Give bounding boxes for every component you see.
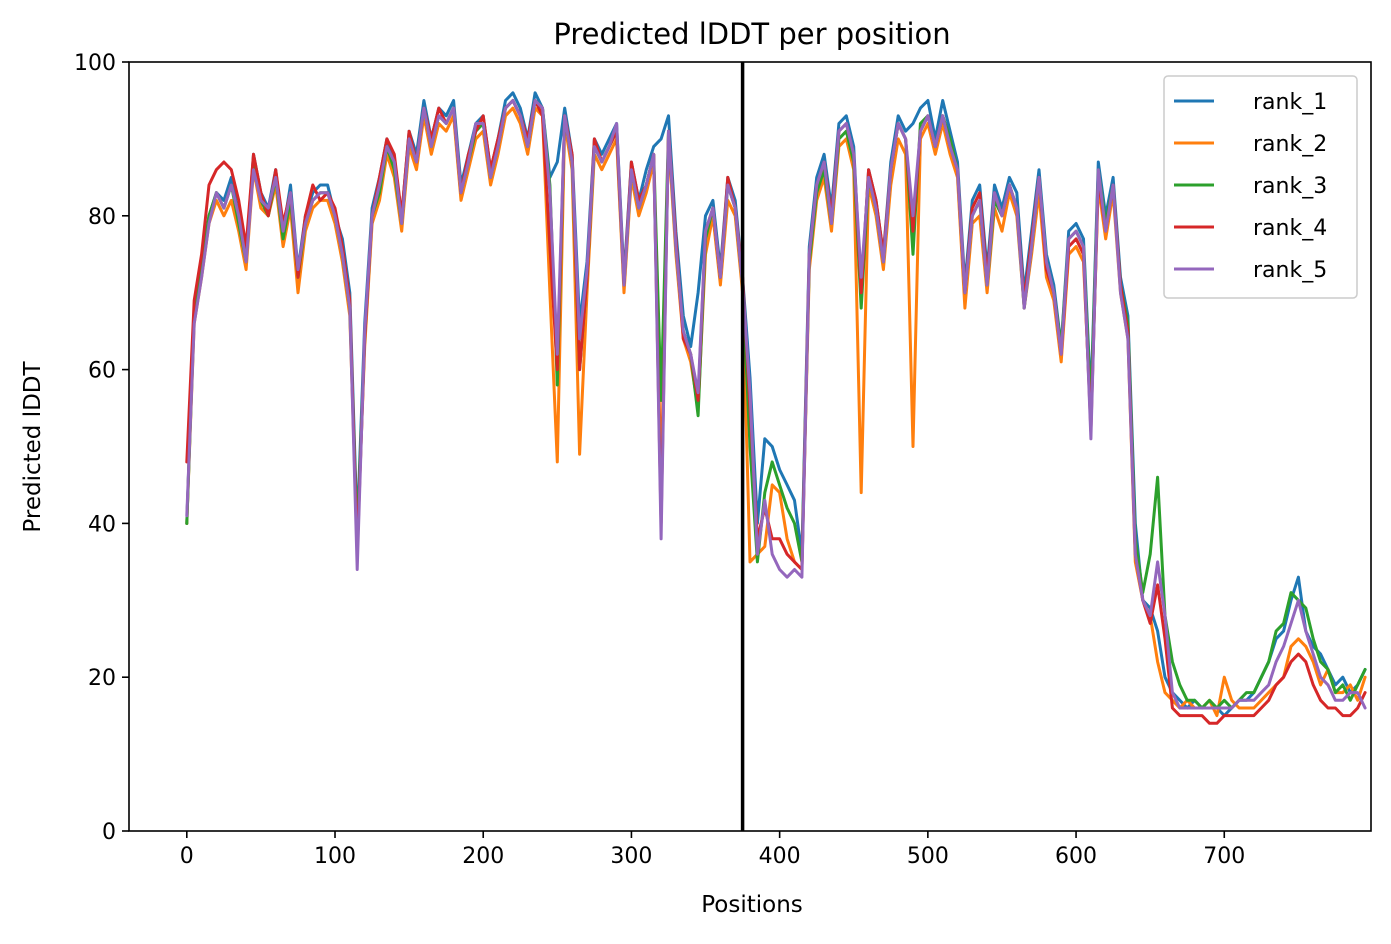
x-tick-label: 0 [180, 844, 194, 869]
x-axis-label: Positions [701, 892, 803, 918]
y-ticks: 0 20 40 60 80 100 [74, 51, 129, 845]
x-tick-label: 400 [759, 844, 801, 869]
legend-label-rank-5: rank_5 [1253, 258, 1327, 283]
x-tick-label: 700 [1203, 844, 1245, 869]
y-tick-label: 60 [88, 359, 116, 384]
plot-lines [185, 62, 1367, 831]
y-tick-label: 20 [88, 666, 116, 691]
x-tick-label: 300 [610, 844, 652, 869]
y-tick-label: 100 [74, 51, 116, 76]
x-tick-label: 600 [1055, 844, 1097, 869]
y-axis-label: Predicted lDDT [20, 360, 46, 532]
y-tick-label: 0 [102, 820, 116, 845]
y-tick-label: 40 [88, 512, 116, 537]
legend-box [1163, 75, 1358, 299]
legend-label-rank-2: rank_2 [1253, 132, 1327, 157]
x-ticks: 0 100 200 300 400 500 600 700 [180, 831, 1245, 869]
x-tick-label: 200 [462, 844, 504, 869]
plot-frame [128, 61, 1372, 832]
x-tick-label: 500 [907, 844, 949, 869]
legend: rank_1 rank_2 rank_3 rank_4 rank_5 [1163, 75, 1358, 299]
x-tick-label: 100 [314, 844, 356, 869]
series-line-rank-5 [185, 99, 1367, 710]
legend-label-rank-3: rank_3 [1253, 174, 1327, 199]
legend-label-rank-1: rank_1 [1253, 90, 1327, 115]
y-tick-label: 80 [88, 205, 116, 230]
chart-title: Predicted lDDT per position [553, 17, 950, 51]
legend-label-rank-4: rank_4 [1253, 216, 1327, 241]
